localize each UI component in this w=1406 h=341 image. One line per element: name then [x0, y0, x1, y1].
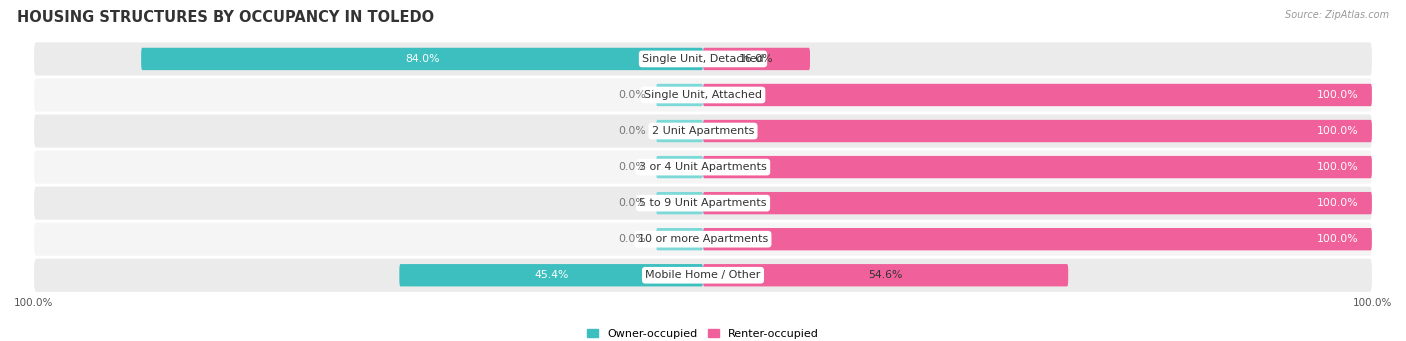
FancyBboxPatch shape [703, 156, 1372, 178]
FancyBboxPatch shape [34, 78, 1372, 112]
FancyBboxPatch shape [657, 156, 703, 178]
Text: 10 or more Apartments: 10 or more Apartments [638, 234, 768, 244]
FancyBboxPatch shape [657, 120, 703, 142]
Text: 0.0%: 0.0% [619, 90, 647, 100]
Text: 100.0%: 100.0% [1317, 126, 1358, 136]
Text: 3 or 4 Unit Apartments: 3 or 4 Unit Apartments [640, 162, 766, 172]
Text: 0.0%: 0.0% [619, 162, 647, 172]
Text: Single Unit, Attached: Single Unit, Attached [644, 90, 762, 100]
Text: 2 Unit Apartments: 2 Unit Apartments [652, 126, 754, 136]
FancyBboxPatch shape [703, 228, 1372, 250]
Text: 84.0%: 84.0% [405, 54, 439, 64]
FancyBboxPatch shape [34, 259, 1372, 292]
FancyBboxPatch shape [34, 223, 1372, 256]
FancyBboxPatch shape [34, 42, 1372, 75]
FancyBboxPatch shape [399, 264, 703, 286]
Text: Mobile Home / Other: Mobile Home / Other [645, 270, 761, 280]
FancyBboxPatch shape [703, 84, 1372, 106]
FancyBboxPatch shape [703, 120, 1372, 142]
FancyBboxPatch shape [34, 150, 1372, 184]
Text: 0.0%: 0.0% [619, 126, 647, 136]
Text: 100.0%: 100.0% [1353, 298, 1392, 308]
FancyBboxPatch shape [657, 192, 703, 214]
Text: 54.6%: 54.6% [869, 270, 903, 280]
FancyBboxPatch shape [141, 48, 703, 70]
Text: 100.0%: 100.0% [1317, 162, 1358, 172]
FancyBboxPatch shape [34, 115, 1372, 148]
FancyBboxPatch shape [34, 187, 1372, 220]
Text: Source: ZipAtlas.com: Source: ZipAtlas.com [1285, 10, 1389, 20]
FancyBboxPatch shape [657, 84, 703, 106]
Text: 0.0%: 0.0% [619, 234, 647, 244]
Legend: Owner-occupied, Renter-occupied: Owner-occupied, Renter-occupied [582, 324, 824, 341]
Text: Single Unit, Detached: Single Unit, Detached [643, 54, 763, 64]
FancyBboxPatch shape [703, 264, 1069, 286]
Text: 100.0%: 100.0% [1317, 234, 1358, 244]
Text: 45.4%: 45.4% [534, 270, 568, 280]
Text: 16.0%: 16.0% [740, 54, 773, 64]
Text: 0.0%: 0.0% [619, 198, 647, 208]
Text: 100.0%: 100.0% [1317, 198, 1358, 208]
FancyBboxPatch shape [703, 48, 810, 70]
Text: HOUSING STRUCTURES BY OCCUPANCY IN TOLEDO: HOUSING STRUCTURES BY OCCUPANCY IN TOLED… [17, 10, 434, 25]
Text: 100.0%: 100.0% [1317, 90, 1358, 100]
Text: 100.0%: 100.0% [14, 298, 53, 308]
Text: 5 to 9 Unit Apartments: 5 to 9 Unit Apartments [640, 198, 766, 208]
FancyBboxPatch shape [657, 228, 703, 250]
FancyBboxPatch shape [703, 192, 1372, 214]
